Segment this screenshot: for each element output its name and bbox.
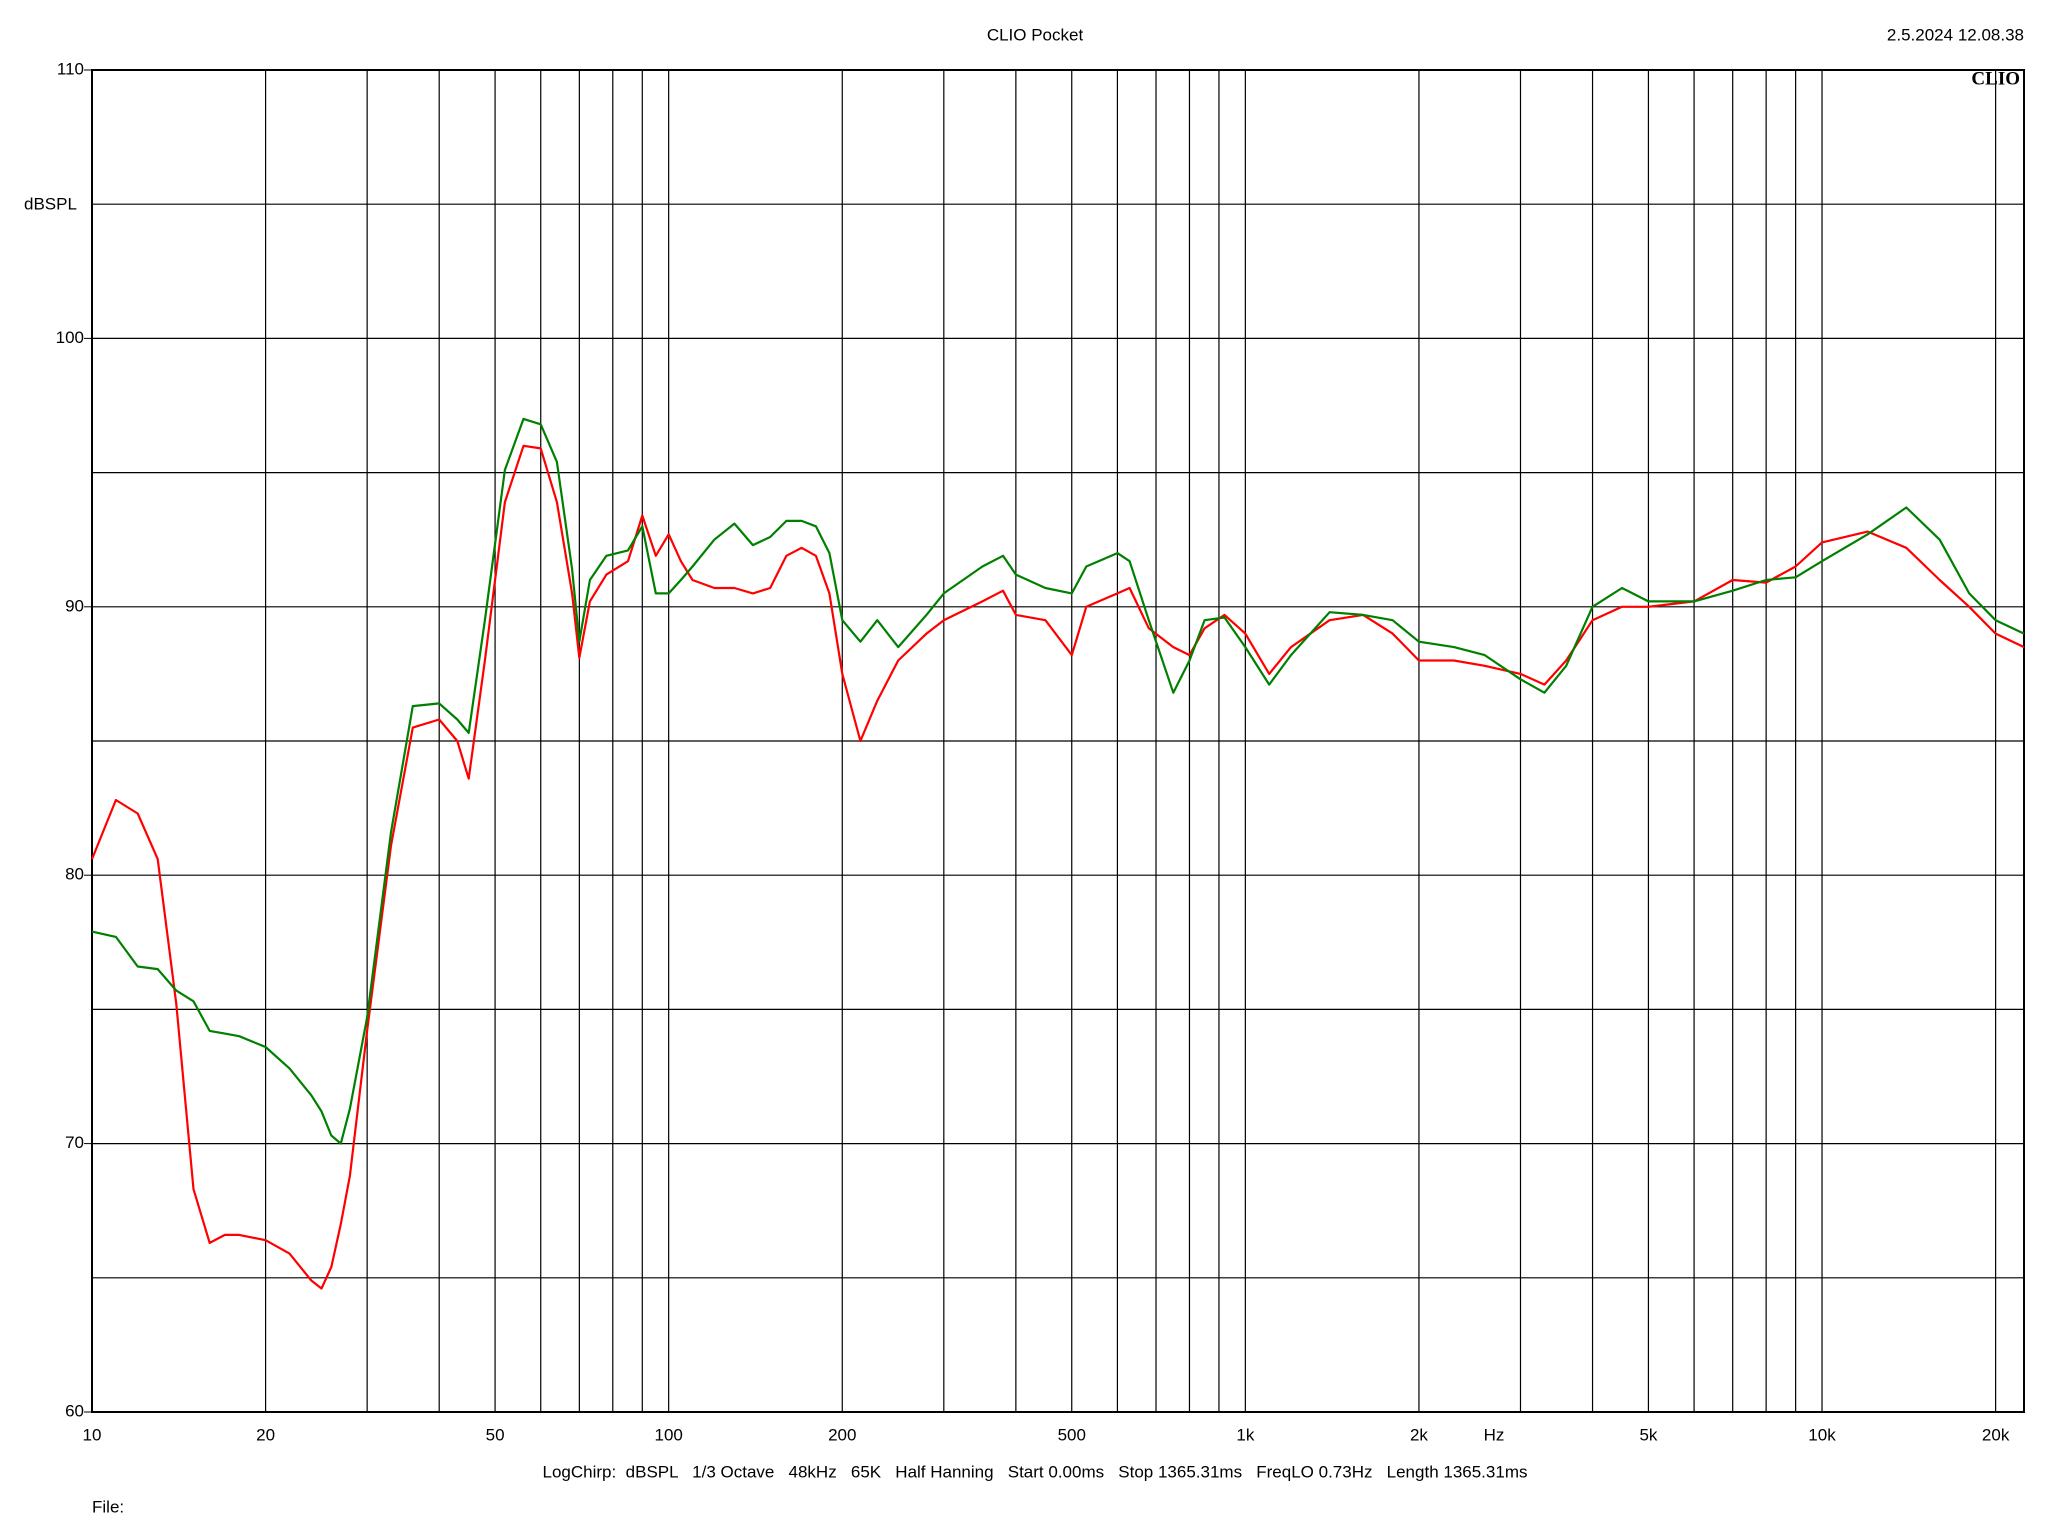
plot-frame (91, 69, 2025, 1413)
x-tick-label: 50 (486, 1425, 505, 1444)
file-label: File: (92, 1497, 124, 1516)
series-line (90, 444, 2025, 1290)
y-axis-label: dBSPL (24, 194, 77, 213)
x-tick-label: 500 (1058, 1425, 1086, 1444)
y-tick-label: 60 (65, 1401, 84, 1420)
x-tick-label: 20 (256, 1425, 275, 1444)
y-tick-label: 90 (65, 596, 84, 615)
timestamp: 2.5.2024 12.08.38 (1887, 25, 2024, 44)
chart-title: CLIO Pocket (987, 25, 1084, 44)
y-tick-label: 70 (65, 1133, 84, 1152)
x-tick-label: 10 (83, 1425, 102, 1444)
x-tick-label: 10k (1808, 1425, 1836, 1444)
x-tick-label: 200 (828, 1425, 856, 1444)
series-line (91, 417, 2025, 1145)
x-tick-label: 5k (1639, 1425, 1657, 1444)
settings-line: LogChirp: dBSPL 1/3 Octave 48kHz 65K Hal… (543, 1462, 1528, 1481)
y-tick-label: 80 (65, 865, 84, 884)
x-tick-label: 2k (1410, 1425, 1428, 1444)
y-tick-label: 110 (57, 59, 84, 78)
x-tick-label: 1k (1236, 1425, 1254, 1444)
y-tick-label: 100 (56, 328, 84, 347)
x-axis-unit: Hz (1484, 1425, 1505, 1444)
x-tick-label: 20k (1982, 1425, 2010, 1444)
x-tick-label: 100 (654, 1425, 682, 1444)
